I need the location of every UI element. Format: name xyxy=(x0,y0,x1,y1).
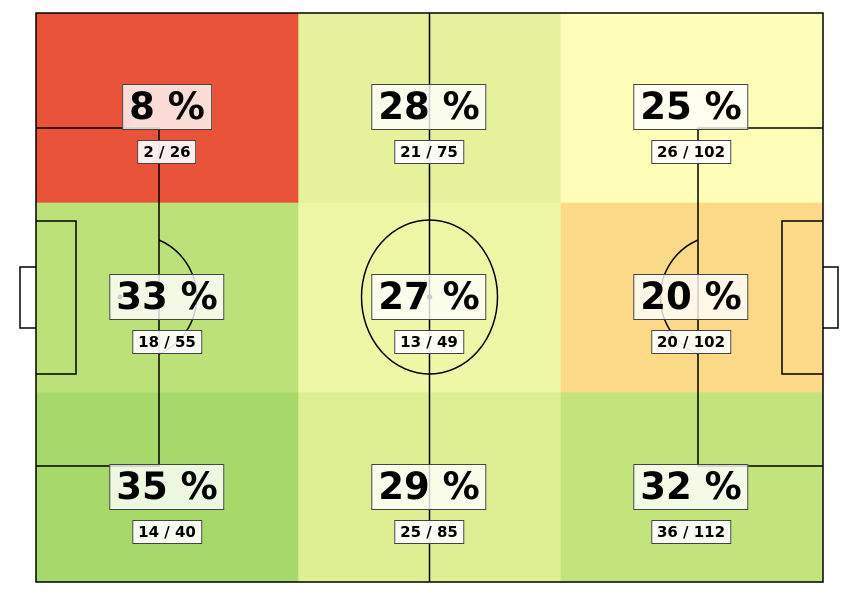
zone-cell xyxy=(560,392,824,583)
left-goal xyxy=(19,266,36,329)
centre-spot xyxy=(426,294,433,300)
zone-cell xyxy=(560,13,824,204)
zone-cell xyxy=(36,13,299,204)
right-penalty-spot xyxy=(735,294,741,300)
left-penalty-spot xyxy=(117,294,123,300)
centre-circle xyxy=(360,219,499,375)
left-goal-area xyxy=(36,220,77,375)
right-goal-area xyxy=(781,220,823,375)
zone-cell xyxy=(36,392,299,583)
zone-cell xyxy=(560,202,824,393)
right-goal xyxy=(823,266,839,329)
